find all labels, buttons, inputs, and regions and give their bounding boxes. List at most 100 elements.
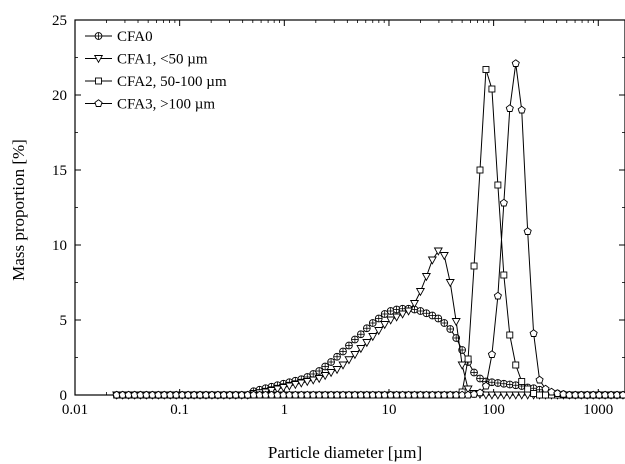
marker-shape — [470, 262, 478, 270]
legend-item: CFA3, >100 µm — [85, 97, 215, 113]
data-point — [535, 375, 544, 384]
marker-shape — [482, 66, 490, 73]
data-point — [517, 391, 527, 400]
legend-label: CFA0 — [117, 29, 153, 45]
data-point — [278, 384, 288, 393]
data-point — [512, 361, 520, 369]
marker-shape — [415, 288, 425, 297]
data-point — [505, 104, 514, 112]
data-point — [476, 374, 484, 383]
marker-shape — [445, 279, 455, 288]
legend-marker — [94, 32, 103, 40]
data-point — [380, 310, 389, 318]
y-tick-label: 25 — [52, 13, 67, 29]
marker-shape — [464, 355, 472, 363]
marker-shape — [302, 378, 312, 387]
marker-shape — [517, 391, 527, 400]
marker-shape — [290, 381, 300, 390]
data-point — [326, 369, 336, 378]
data-point — [517, 105, 526, 114]
marker-shape — [314, 375, 324, 384]
data-point — [493, 391, 503, 400]
data-point — [380, 321, 390, 330]
marker-shape — [308, 376, 318, 385]
data-point — [333, 352, 341, 361]
data-point — [296, 379, 306, 388]
data-point — [536, 391, 544, 399]
marker-shape — [93, 55, 104, 64]
plot-series — [112, 59, 625, 400]
data-point — [506, 331, 514, 339]
data-point — [445, 279, 455, 288]
data-point — [339, 347, 347, 356]
marker-shape — [618, 390, 625, 399]
data-point — [321, 362, 329, 371]
data-point — [290, 381, 300, 390]
data-point — [362, 339, 372, 348]
x-tick-label: 1000 — [583, 402, 613, 418]
data-point — [457, 361, 467, 370]
marker-shape — [457, 361, 467, 370]
legend-marker — [93, 55, 104, 64]
data-point — [499, 198, 508, 207]
data-point — [272, 385, 283, 394]
data-point — [368, 319, 377, 327]
data-point — [314, 375, 324, 384]
data-point — [434, 314, 443, 323]
marker-shape — [451, 318, 461, 327]
marker-shape — [421, 273, 431, 282]
data-point — [524, 385, 532, 393]
legend-label: CFA2, 50-100 µm — [117, 74, 227, 90]
marker-shape — [481, 391, 491, 400]
marker-shape — [529, 329, 538, 337]
data-point — [386, 316, 396, 325]
marker-shape — [506, 331, 514, 339]
legend-item: CFA2, 50-100 µm — [85, 74, 227, 90]
data-point — [327, 358, 335, 366]
data-point — [470, 262, 478, 270]
data-point — [553, 389, 562, 397]
legend-item: CFA0 — [85, 29, 153, 45]
x-axis-title: Particle diameter [µm] — [268, 443, 422, 462]
data-point — [308, 376, 318, 385]
data-point — [422, 309, 431, 318]
data-point — [427, 256, 437, 265]
data-point — [392, 313, 402, 322]
data-point — [398, 310, 408, 319]
data-point — [345, 341, 353, 350]
data-point — [511, 59, 520, 67]
data-point — [446, 325, 455, 333]
data-point — [374, 327, 384, 336]
marker-shape — [296, 379, 306, 388]
marker-shape — [505, 104, 514, 112]
data-point — [618, 390, 625, 399]
series-1 — [112, 247, 625, 400]
marker-shape — [476, 166, 484, 174]
data-point — [439, 252, 449, 261]
marker-shape — [487, 391, 497, 400]
series-3 — [112, 59, 625, 399]
marker-shape — [284, 382, 294, 391]
series-line — [116, 63, 623, 396]
marker-shape — [344, 356, 354, 365]
marker-shape — [553, 389, 562, 397]
marker-shape — [398, 310, 408, 319]
data-point — [451, 318, 461, 327]
data-point — [350, 351, 360, 360]
y-tick-label: 0 — [60, 388, 68, 404]
y-tick-label: 15 — [52, 163, 67, 179]
marker-shape — [499, 391, 509, 400]
marker-shape — [511, 391, 521, 400]
x-tick-label: 100 — [482, 402, 505, 418]
marker-shape — [481, 381, 491, 390]
data-point — [362, 324, 371, 333]
data-point — [529, 329, 538, 337]
data-point — [332, 366, 342, 375]
data-point — [499, 391, 509, 400]
data-point — [482, 66, 490, 73]
marker-shape — [493, 291, 502, 300]
data-point — [500, 271, 508, 279]
marker-shape — [541, 384, 550, 393]
marker-shape — [362, 339, 372, 348]
